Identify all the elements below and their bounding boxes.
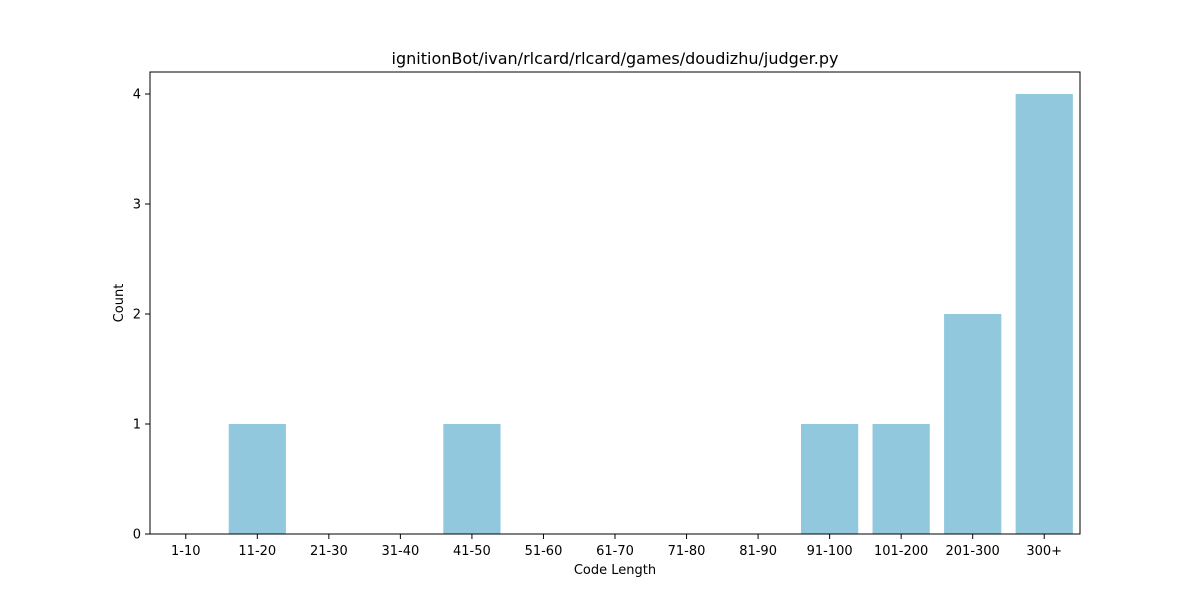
x-tick-label: 101-200 <box>874 544 928 559</box>
bar-201-300 <box>944 314 1002 534</box>
plot-frame <box>149 71 1081 535</box>
y-axis-ticks: 0 1 2 3 4 <box>133 88 150 543</box>
bars-layer <box>228 94 1073 534</box>
x-tick-label: 71-80 <box>668 544 706 559</box>
x-axis-label: Code Length <box>574 563 656 578</box>
x-tick-label: 31-40 <box>381 544 419 559</box>
x-tick-label: 91-100 <box>807 544 853 559</box>
x-tick-label: 1-10 <box>171 544 201 559</box>
x-tick-label: 41-50 <box>453 544 491 559</box>
y-tick-label: 0 <box>133 528 141 543</box>
x-tick-label: 11-20 <box>238 544 276 559</box>
bar-41-50 <box>443 424 501 534</box>
x-tick-label: 51-60 <box>525 544 563 559</box>
x-axis-ticks: 1-10 11-20 21-30 31-40 41-50 51-60 61-70 71-80 8… <box>171 534 1062 559</box>
x-tick-label: 21-30 <box>310 544 348 559</box>
x-tick-label: 300+ <box>1026 544 1062 559</box>
y-tick-label: 1 <box>133 418 141 433</box>
x-tick-label: 81-90 <box>739 544 777 559</box>
bar-11-20 <box>228 424 286 534</box>
bar-101-200 <box>872 424 930 534</box>
x-tick-label: 201-300 <box>946 544 1000 559</box>
bar-91-100 <box>801 424 859 534</box>
x-tick-label: 61-70 <box>596 544 634 559</box>
chart-title: ignitionBot/ivan/rlcard/rlcard/games/dou… <box>392 49 839 68</box>
y-tick-label: 3 <box>133 198 141 213</box>
bar-300+ <box>1015 94 1073 534</box>
y-tick-label: 2 <box>133 308 141 323</box>
y-tick-label: 4 <box>133 88 141 103</box>
y-axis-label: Count <box>112 284 127 323</box>
